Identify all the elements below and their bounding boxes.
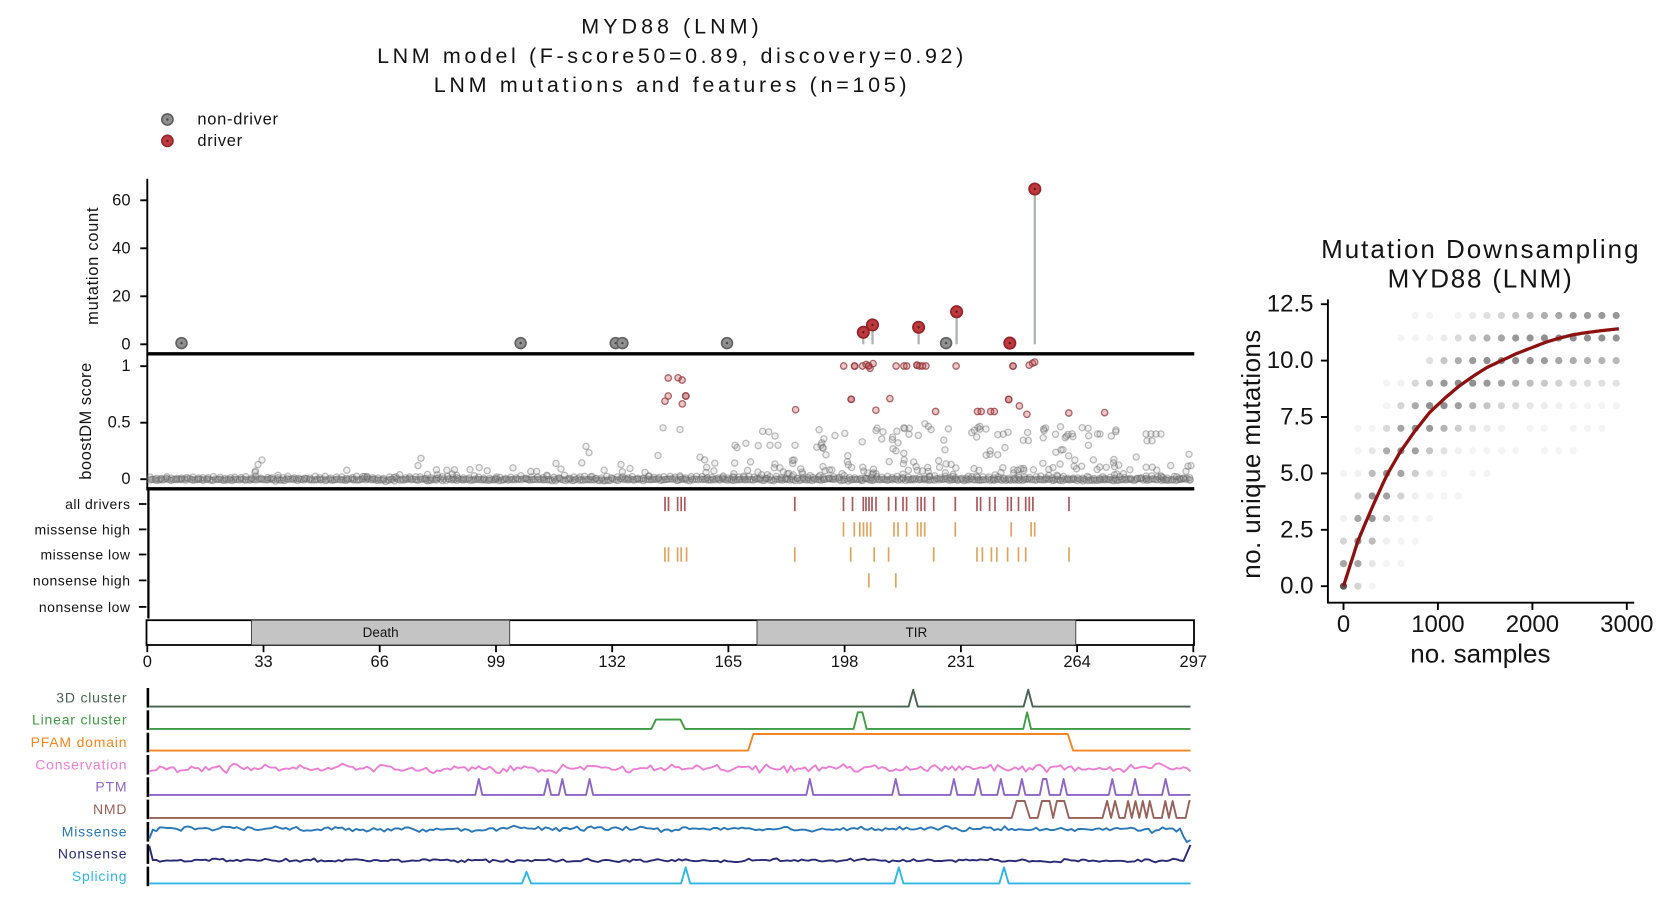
svg-text:no. unique mutations: no. unique mutations <box>1236 329 1266 578</box>
svg-text:0: 0 <box>121 335 130 353</box>
svg-text:1: 1 <box>121 357 130 375</box>
svg-text:non-driver: non-driver <box>197 111 278 129</box>
svg-text:driver: driver <box>197 132 242 150</box>
svg-text:3D cluster: 3D cluster <box>56 689 127 705</box>
svg-text:99: 99 <box>487 653 505 671</box>
svg-text:LNM model (F-score50=0.89, dis: LNM model (F-score50=0.89, discovery=0.9… <box>377 44 967 68</box>
svg-text:boostDM score: boostDM score <box>77 362 95 479</box>
svg-text:Missense: Missense <box>62 823 128 839</box>
svg-text:LNM mutations and features (n=: LNM mutations and features (n=105) <box>434 73 911 97</box>
svg-text:Conservation: Conservation <box>35 756 127 772</box>
svg-text:66: 66 <box>371 653 389 671</box>
svg-text:all drivers: all drivers <box>65 496 130 512</box>
svg-text:missense low: missense low <box>40 547 130 563</box>
svg-text:2000: 2000 <box>1506 611 1559 638</box>
svg-text:60: 60 <box>112 191 130 209</box>
svg-text:12.5: 12.5 <box>1267 291 1314 318</box>
svg-text:Nonsense: Nonsense <box>58 846 127 862</box>
svg-text:Splicing: Splicing <box>72 868 127 884</box>
svg-text:20: 20 <box>112 287 130 305</box>
svg-text:40: 40 <box>112 239 130 257</box>
svg-text:MYD88 (LNM): MYD88 (LNM) <box>581 15 762 39</box>
svg-text:Mutation Downsampling: Mutation Downsampling <box>1321 234 1640 264</box>
svg-text:MYD88 (LNM): MYD88 (LNM) <box>1388 264 1574 294</box>
svg-text:0: 0 <box>121 470 130 488</box>
svg-text:231: 231 <box>947 653 975 671</box>
svg-text:0: 0 <box>1337 611 1350 638</box>
svg-text:198: 198 <box>831 653 859 671</box>
svg-text:mutation count: mutation count <box>84 207 102 325</box>
svg-text:3000: 3000 <box>1600 611 1653 638</box>
svg-text:Death: Death <box>363 625 399 640</box>
svg-text:5.0: 5.0 <box>1280 460 1313 487</box>
svg-text:Linear cluster: Linear cluster <box>32 712 127 728</box>
svg-text:0.5: 0.5 <box>108 414 131 432</box>
svg-text:NMD: NMD <box>93 801 127 817</box>
svg-text:7.5: 7.5 <box>1280 404 1313 431</box>
svg-text:PFAM domain: PFAM domain <box>31 734 128 750</box>
svg-text:no. samples: no. samples <box>1410 639 1550 669</box>
svg-text:297: 297 <box>1180 653 1208 671</box>
svg-text:0: 0 <box>143 653 152 671</box>
svg-text:nonsense high: nonsense high <box>33 572 131 588</box>
svg-text:264: 264 <box>1063 653 1091 671</box>
svg-text:missense high: missense high <box>35 521 131 537</box>
svg-text:PTM: PTM <box>95 779 127 795</box>
svg-text:132: 132 <box>598 653 626 671</box>
svg-text:165: 165 <box>715 653 743 671</box>
svg-text:33: 33 <box>254 653 272 671</box>
svg-text:10.0: 10.0 <box>1267 347 1314 374</box>
svg-text:1000: 1000 <box>1411 611 1464 638</box>
svg-text:0.0: 0.0 <box>1280 573 1313 600</box>
svg-text:TIR: TIR <box>906 625 928 640</box>
svg-text:nonsense low: nonsense low <box>39 599 131 615</box>
svg-text:2.5: 2.5 <box>1280 516 1313 543</box>
